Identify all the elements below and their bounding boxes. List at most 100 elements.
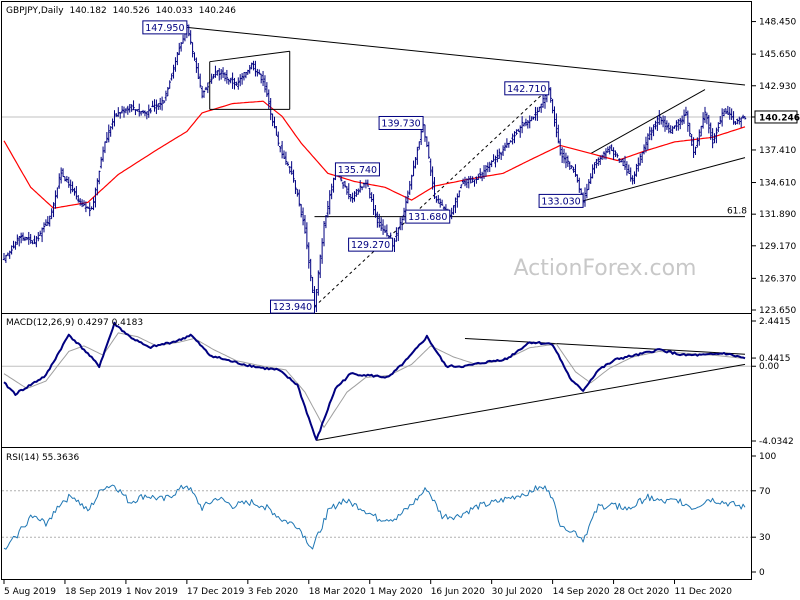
ohlc-bar	[88, 202, 91, 217]
ohlc-bar	[242, 72, 246, 81]
ohlc-bar	[541, 93, 545, 108]
ohlc-bar	[298, 189, 301, 207]
ohlc-bar	[18, 236, 21, 247]
ohlc-bar	[503, 142, 507, 152]
ohlc-bar	[82, 200, 86, 207]
ohlc-bar	[499, 152, 503, 161]
ohlc-bar	[665, 120, 669, 130]
ohlc-bar	[505, 138, 509, 148]
ohlc-bar	[296, 188, 299, 197]
ohlc-bar	[616, 153, 619, 158]
price-callout-box	[378, 115, 424, 130]
ohlc-bar	[73, 187, 76, 196]
x-axis-label: 30 Jul 2020	[492, 587, 543, 597]
x-axis-label: 17 Dec 2019	[187, 587, 245, 597]
ohlc-bar	[259, 73, 263, 84]
price-callout-box	[504, 81, 550, 96]
ohlc-bar	[309, 258, 312, 282]
price-axis-label: 131.890	[759, 210, 796, 220]
price-callout-box	[348, 237, 394, 252]
ohlc-bar	[715, 127, 718, 144]
ohlc-bar	[734, 121, 737, 125]
price-callout-box	[538, 193, 584, 208]
ohlc-bar	[686, 110, 690, 132]
ohlc-bar	[248, 64, 251, 74]
ohlc-bar	[656, 115, 659, 131]
ohlc-bar	[652, 124, 655, 137]
ohlc-bar	[629, 167, 632, 182]
ohlc-bar	[157, 103, 160, 110]
ohlc-bar	[153, 99, 156, 112]
ohlc-bar	[705, 112, 709, 125]
ohlc-bar	[330, 183, 333, 200]
ohlc-bar	[6, 252, 10, 256]
ohlc-bar	[246, 69, 250, 75]
price-axis-label: 137.410	[759, 146, 796, 156]
ohlc-bar	[427, 141, 430, 159]
ohlc-bar	[10, 245, 13, 255]
ohlc-high: 140.526	[113, 6, 150, 16]
ohlc-bar	[54, 190, 57, 209]
ohlc-bar	[642, 144, 646, 155]
ohlc-bar	[162, 100, 166, 104]
ohlc-bar	[282, 150, 286, 159]
ohlc-bar	[311, 276, 314, 294]
price-trendline	[582, 157, 746, 202]
ohlc-bar	[713, 133, 716, 144]
ohlc-bar	[517, 128, 520, 132]
watermark: ActionForex.com	[514, 256, 697, 281]
ohlc-bar	[555, 113, 558, 138]
ohlc-bar	[524, 118, 528, 127]
ohlc-close: 140.246	[199, 6, 236, 16]
price-callout-box	[269, 299, 315, 314]
ohlc-bar	[583, 187, 587, 207]
ohlc-bar	[473, 179, 476, 187]
ohlc-bar	[743, 116, 747, 120]
ohlc-bar	[690, 133, 693, 146]
ohlc-bar	[439, 198, 442, 208]
ohlc-bar	[440, 199, 444, 206]
ohlc-bar	[136, 109, 139, 112]
price-axis-label: 148.450	[759, 18, 796, 28]
ohlc-bar	[277, 131, 280, 146]
price-callout-text: 139.730	[381, 118, 420, 129]
ohlc-bar	[469, 175, 472, 184]
ohlc-bar	[168, 80, 171, 89]
ohlc-bar	[126, 105, 130, 115]
ohlc-bar	[299, 204, 303, 218]
ohlc-bar	[452, 205, 455, 215]
ohlc-bar	[538, 106, 541, 113]
ohlc-bar	[431, 166, 434, 190]
ohlc-bar	[494, 155, 497, 168]
consolidation-box-top	[209, 50, 290, 63]
ohlc-bar	[229, 77, 232, 84]
price-axis-label: 134.610	[759, 179, 796, 189]
ohlc-bar	[711, 128, 714, 149]
ohlc-bar	[366, 179, 370, 187]
rsi-line	[3, 484, 746, 550]
ohlc-bar	[484, 164, 488, 177]
price-axis-label: 145.650	[759, 50, 796, 60]
ohlc-bar	[200, 86, 204, 99]
ohlc-bar	[290, 161, 293, 175]
ohlc-bar	[675, 120, 678, 131]
ohlc-bar	[433, 177, 436, 199]
ohlc-bar	[625, 161, 629, 176]
ohlc-bar	[223, 72, 227, 82]
ohlc-bar	[284, 151, 288, 165]
ohlc-bar	[204, 86, 208, 91]
price-callout: 123.940	[269, 299, 315, 314]
x-axis-label: 18 Sep 2019	[65, 587, 122, 597]
ohlc-bar	[406, 190, 410, 204]
ohlc-bar	[42, 222, 46, 233]
ohlc-bar	[627, 164, 631, 174]
rsi-axis-label: 30	[759, 533, 771, 543]
ohlc-bar	[118, 112, 122, 119]
x-axis-label: 3 Feb 2020	[248, 587, 299, 597]
ohlc-bar	[107, 124, 110, 143]
macd-axis-label: 0.4415	[759, 354, 791, 364]
ohlc-bar	[595, 159, 598, 169]
ohlc-bar	[252, 60, 255, 71]
ohlc-bar	[210, 73, 213, 84]
